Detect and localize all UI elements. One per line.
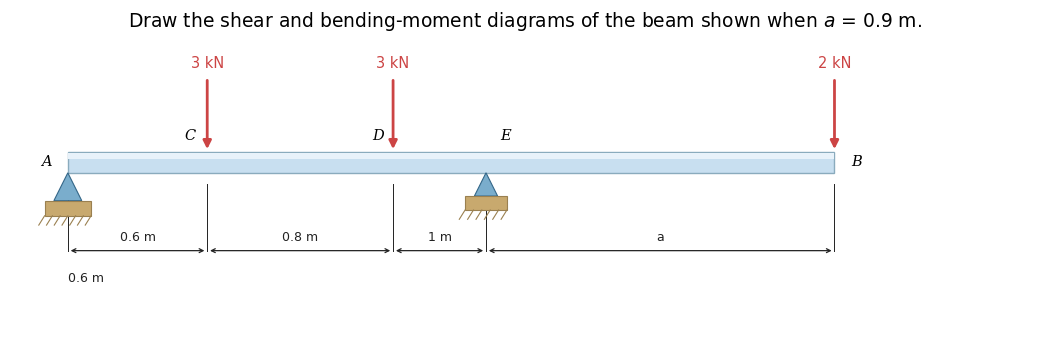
Text: 0.6 m: 0.6 m [68,271,104,284]
Text: 0.8 m: 0.8 m [282,231,318,244]
Text: Draw the shear and bending-moment diagrams of the beam shown when $a$ = 0.9 m.: Draw the shear and bending-moment diagra… [128,10,923,33]
Bar [466,196,507,210]
Text: D: D [372,129,384,143]
Bar [68,152,834,173]
Text: 0.6 m: 0.6 m [120,231,156,244]
Text: E: E [500,129,511,143]
Text: 3 kN: 3 kN [376,56,410,71]
Text: 2 kN: 2 kN [818,56,851,71]
Text: a: a [657,231,664,244]
Bar [68,153,834,159]
Text: A: A [41,155,51,169]
Text: C: C [184,129,195,143]
Text: 3 kN: 3 kN [190,56,224,71]
Text: 1 m: 1 m [428,231,452,244]
Polygon shape [54,173,82,201]
Polygon shape [474,173,497,196]
Bar [44,201,91,216]
Text: B: B [850,155,862,169]
